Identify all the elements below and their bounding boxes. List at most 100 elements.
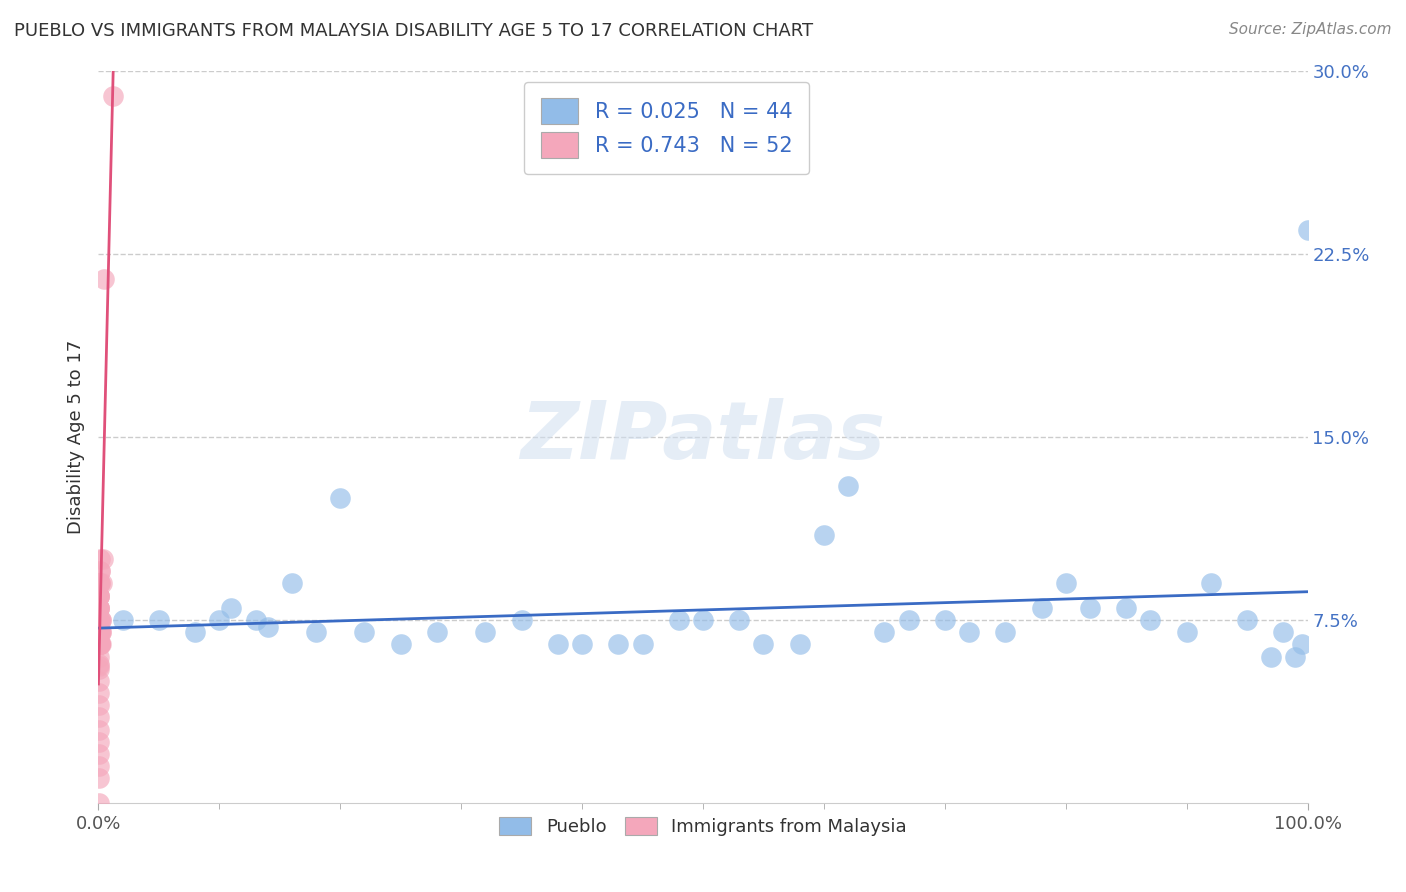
Point bbox=[305, 625, 328, 640]
Point bbox=[87, 625, 110, 640]
Point bbox=[837, 479, 859, 493]
Point bbox=[87, 600, 110, 615]
Point bbox=[208, 613, 231, 627]
Point bbox=[90, 613, 112, 627]
Legend: Pueblo, Immigrants from Malaysia: Pueblo, Immigrants from Malaysia bbox=[489, 807, 917, 845]
Text: PUEBLO VS IMMIGRANTS FROM MALAYSIA DISABILITY AGE 5 TO 17 CORRELATION CHART: PUEBLO VS IMMIGRANTS FROM MALAYSIA DISAB… bbox=[14, 22, 813, 40]
Y-axis label: Disability Age 5 to 17: Disability Age 5 to 17 bbox=[66, 340, 84, 534]
Point bbox=[89, 589, 111, 603]
Point bbox=[692, 613, 714, 627]
Point bbox=[89, 625, 111, 640]
Point bbox=[1175, 625, 1198, 640]
Point bbox=[668, 613, 690, 627]
Point bbox=[87, 796, 110, 810]
Point bbox=[87, 735, 110, 749]
Point bbox=[474, 625, 496, 640]
Point bbox=[89, 600, 111, 615]
Text: Source: ZipAtlas.com: Source: ZipAtlas.com bbox=[1229, 22, 1392, 37]
Point bbox=[89, 576, 111, 591]
Point bbox=[994, 625, 1017, 640]
Point bbox=[87, 710, 110, 724]
Point bbox=[256, 620, 278, 634]
Point bbox=[89, 637, 111, 651]
Point bbox=[510, 613, 533, 627]
Point bbox=[89, 637, 111, 651]
Point bbox=[89, 589, 111, 603]
Point bbox=[789, 637, 811, 651]
Point bbox=[1199, 576, 1222, 591]
Point bbox=[184, 625, 207, 640]
Point bbox=[87, 772, 110, 786]
Point bbox=[87, 637, 110, 651]
Point bbox=[426, 625, 449, 640]
Point bbox=[728, 613, 751, 627]
Point bbox=[89, 613, 111, 627]
Point bbox=[873, 625, 896, 640]
Point bbox=[1115, 600, 1137, 615]
Point bbox=[1291, 637, 1313, 651]
Point bbox=[1236, 613, 1258, 627]
Point bbox=[101, 88, 124, 103]
Point bbox=[87, 673, 110, 688]
Point bbox=[89, 637, 111, 651]
Point bbox=[1260, 649, 1282, 664]
Point bbox=[1031, 600, 1053, 615]
Point bbox=[89, 625, 111, 640]
Point bbox=[813, 527, 835, 541]
Point bbox=[1078, 600, 1101, 615]
Point bbox=[93, 271, 115, 285]
Point bbox=[89, 576, 111, 591]
Point bbox=[89, 576, 111, 591]
Point bbox=[934, 613, 956, 627]
Point bbox=[89, 589, 111, 603]
Point bbox=[89, 637, 111, 651]
Point bbox=[111, 613, 134, 627]
Point bbox=[148, 613, 170, 627]
Point bbox=[87, 698, 110, 713]
Point bbox=[87, 600, 110, 615]
Point bbox=[281, 576, 304, 591]
Point bbox=[607, 637, 630, 651]
Point bbox=[87, 747, 110, 761]
Point bbox=[221, 600, 243, 615]
Point bbox=[897, 613, 920, 627]
Point bbox=[90, 637, 112, 651]
Point bbox=[1296, 223, 1319, 237]
Point bbox=[245, 613, 267, 627]
Point bbox=[1284, 649, 1306, 664]
Point bbox=[91, 552, 114, 566]
Point bbox=[87, 637, 110, 651]
Point bbox=[547, 637, 569, 651]
Point bbox=[87, 657, 110, 671]
Point bbox=[90, 613, 112, 627]
Point bbox=[89, 600, 111, 615]
Point bbox=[1054, 576, 1077, 591]
Point bbox=[87, 613, 110, 627]
Point bbox=[87, 625, 110, 640]
Point bbox=[89, 637, 111, 651]
Point bbox=[329, 491, 352, 505]
Point bbox=[90, 625, 112, 640]
Point bbox=[752, 637, 775, 651]
Point bbox=[87, 613, 110, 627]
Point bbox=[957, 625, 980, 640]
Point bbox=[89, 589, 111, 603]
Point bbox=[631, 637, 654, 651]
Point bbox=[389, 637, 412, 651]
Point bbox=[87, 649, 110, 664]
Point bbox=[89, 564, 111, 578]
Point bbox=[87, 759, 110, 773]
Text: ZIPatlas: ZIPatlas bbox=[520, 398, 886, 476]
Point bbox=[91, 576, 114, 591]
Point bbox=[89, 564, 111, 578]
Point bbox=[87, 662, 110, 676]
Point bbox=[1139, 613, 1161, 627]
Point bbox=[87, 723, 110, 737]
Point bbox=[87, 613, 110, 627]
Point bbox=[90, 625, 112, 640]
Point bbox=[1272, 625, 1295, 640]
Point bbox=[353, 625, 375, 640]
Point bbox=[571, 637, 593, 651]
Point bbox=[87, 686, 110, 700]
Point bbox=[89, 552, 111, 566]
